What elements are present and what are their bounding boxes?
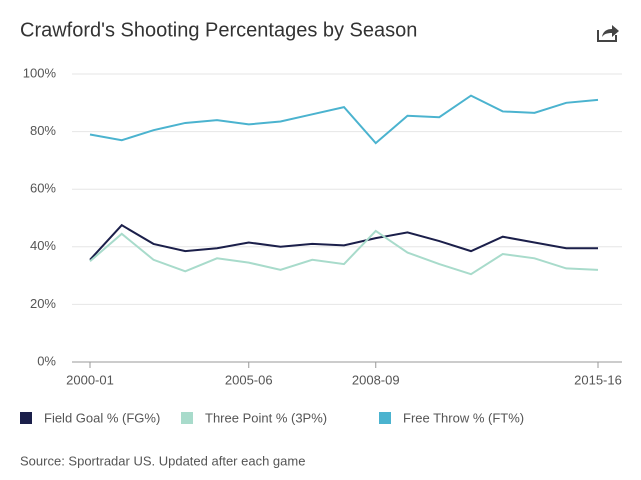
legend-swatch <box>20 412 32 424</box>
y-tick-label: 20% <box>30 296 56 311</box>
x-tick-label: 2008-09 <box>352 372 400 387</box>
y-tick-label: 40% <box>30 238 56 253</box>
y-tick-label: 100% <box>23 65 57 80</box>
share-box <box>597 30 617 42</box>
series-line <box>89 229 599 276</box>
x-tick-label: 2000-01 <box>66 372 114 387</box>
y-tick-label: 60% <box>30 181 56 196</box>
series-line <box>89 94 599 145</box>
y-tick-label: 0% <box>37 353 56 368</box>
share-icon[interactable] <box>597 25 619 42</box>
x-tick-label: 2015-16 <box>574 372 622 387</box>
legend-swatch <box>379 412 391 424</box>
x-tick-label: 2005-06 <box>225 372 273 387</box>
y-tick-label: 80% <box>30 123 56 138</box>
legend-swatch <box>181 412 193 424</box>
legend-label: Free Throw % (FT%) <box>403 410 524 425</box>
chart-title: Crawford's Shooting Percentages by Seaso… <box>20 19 417 41</box>
legend-label: Field Goal % (FG%) <box>44 410 160 425</box>
share-arrow <box>602 25 619 37</box>
legend-label: Three Point % (3P%) <box>205 410 327 425</box>
series-line <box>89 223 598 261</box>
source-note: Source: Sportradar US. Updated after eac… <box>20 453 305 468</box>
